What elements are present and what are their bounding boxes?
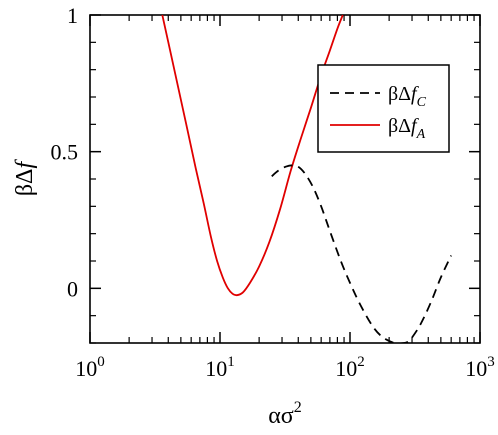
legend-label-fC: βΔfC	[388, 83, 427, 110]
y-axis-label-prefix: βΔ	[12, 169, 38, 197]
legend-label-prefix: βΔ	[388, 83, 411, 105]
series-line-fC	[271, 164, 452, 343]
x-tick-label: 102	[335, 354, 365, 381]
x-tick-label-base: 10	[335, 356, 357, 381]
y-axis-label: βΔf	[12, 159, 38, 197]
x-axis-label-base: ασ	[268, 403, 294, 429]
y-axis-label-italic: f	[12, 159, 38, 169]
y-tick-label: 1	[67, 3, 78, 28]
legend-label-subscript: A	[416, 127, 426, 142]
y-tick-label: 0	[67, 276, 78, 301]
x-tick-label-base: 10	[465, 356, 487, 381]
legend-label-fA: βΔfA	[388, 115, 426, 142]
x-tick-label-base: 10	[75, 356, 97, 381]
x-axis-label: ασ2	[268, 399, 302, 429]
plot-frame	[89, 14, 481, 344]
legend-box	[317, 64, 450, 153]
x-tick-label-exponent: 3	[487, 354, 495, 370]
axes-layer	[89, 14, 481, 344]
legend-label-prefix: βΔ	[388, 115, 411, 137]
legend-label-italic: f	[411, 83, 419, 105]
x-tick-label: 101	[205, 354, 235, 381]
legend-label-italic: f	[411, 115, 419, 137]
x-tick-label-exponent: 1	[227, 354, 235, 370]
x-tick-label: 103	[465, 354, 495, 381]
x-tick-label-exponent: 0	[97, 354, 105, 370]
series-layer	[161, 15, 452, 343]
legend-label-subscript: C	[417, 95, 427, 110]
x-tick-label: 100	[75, 354, 105, 381]
x-tick-label-base: 10	[205, 356, 227, 381]
y-tick-label: 0.5	[51, 140, 79, 165]
x-tick-label-exponent: 2	[357, 354, 365, 370]
series-line-fA	[161, 15, 344, 297]
x-axis-label-superscript: 2	[294, 399, 302, 416]
